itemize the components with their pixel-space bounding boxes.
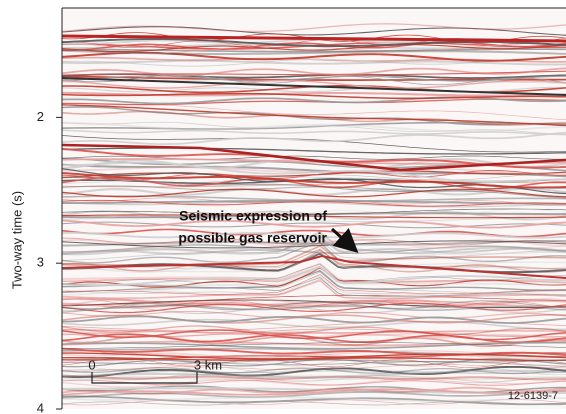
y-axis-label: Two-way time (s)	[9, 191, 24, 289]
figure-id: 12-6139-7	[508, 390, 558, 402]
y-tick-label: 4	[37, 400, 44, 414]
y-tick-label: 3	[37, 255, 44, 270]
scale-start-label: 0	[88, 357, 95, 372]
annotation-line: possible gas reservoir	[178, 230, 327, 246]
figure: Two-way time (s) Seismic expression of p…	[0, 0, 566, 414]
scale-end-label: 3 km	[194, 357, 222, 372]
y-tick-label: 2	[37, 109, 44, 124]
annotation-line: Seismic expression of	[179, 208, 327, 224]
